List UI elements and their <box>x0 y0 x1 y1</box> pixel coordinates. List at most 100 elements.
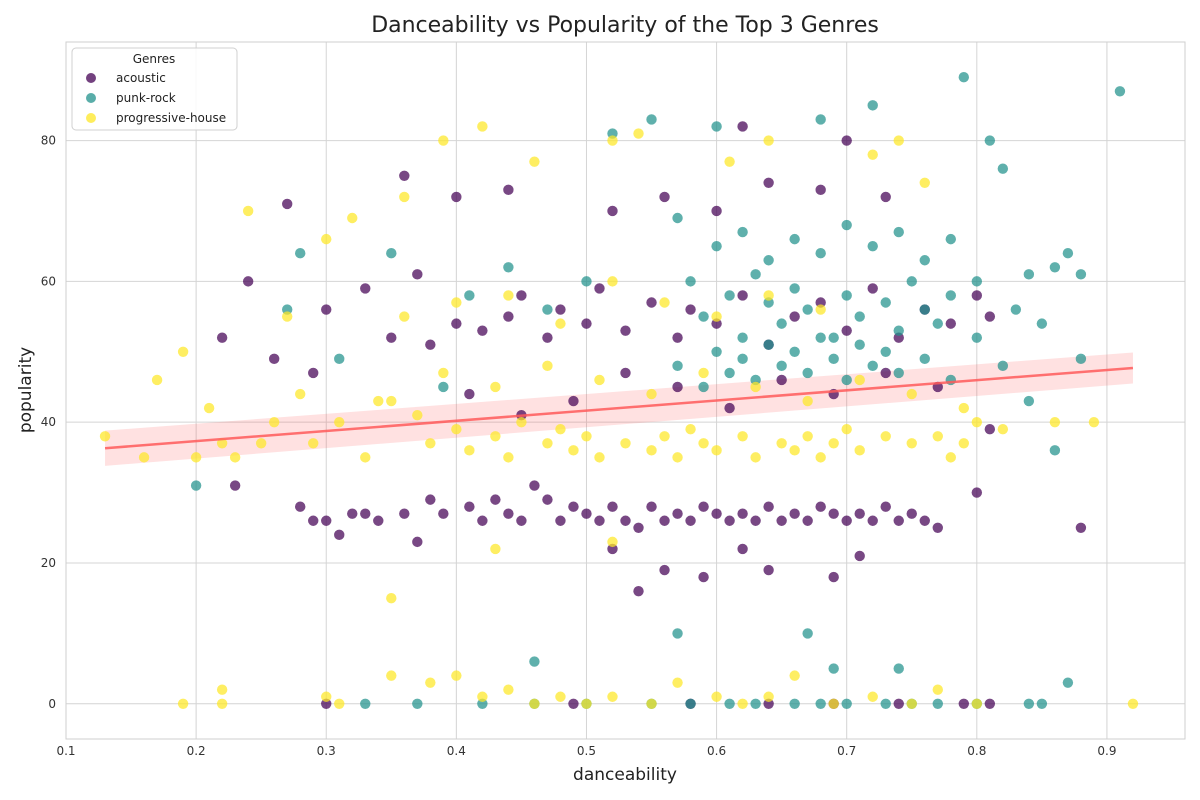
data-point-acoustic <box>1075 522 1087 533</box>
legend: Genres acoustic punk-rock progressive-ho… <box>71 47 238 131</box>
data-point-punk-rock <box>672 212 683 224</box>
data-point-progressive-house <box>295 388 306 400</box>
data-point-progressive-house <box>190 452 202 463</box>
data-point-acoustic <box>386 332 397 343</box>
data-point-punk-rock <box>997 360 1009 372</box>
data-point-progressive-house <box>503 290 514 301</box>
data-point-progressive-house <box>386 592 397 604</box>
data-point-punk-rock <box>295 248 306 259</box>
data-point-progressive-house <box>607 691 618 702</box>
data-point-acoustic <box>490 494 501 505</box>
data-point-punk-rock <box>789 233 800 245</box>
data-point-acoustic <box>347 508 358 519</box>
data-point-progressive-house <box>672 677 683 688</box>
data-point-progressive-house <box>711 691 722 702</box>
data-point-progressive-house <box>490 543 501 555</box>
data-point-progressive-house <box>867 149 878 160</box>
data-point-acoustic <box>698 571 709 583</box>
data-point-progressive-house <box>568 445 579 456</box>
data-point-progressive-house <box>802 431 813 442</box>
data-point-punk-rock <box>958 72 970 83</box>
data-point-progressive-house <box>203 402 215 414</box>
data-point-acoustic <box>412 269 423 280</box>
x-tick-label: 0.4 <box>447 744 466 758</box>
data-point-progressive-house <box>906 388 917 400</box>
data-point-punk-rock <box>438 381 449 393</box>
data-point-acoustic <box>464 388 475 400</box>
data-point-progressive-house <box>516 416 527 428</box>
data-point-acoustic <box>776 515 787 526</box>
data-point-progressive-house <box>646 698 657 709</box>
data-point-acoustic <box>633 585 644 597</box>
data-point-punk-rock <box>1075 269 1087 280</box>
data-point-progressive-house <box>581 431 592 442</box>
data-point-punk-rock <box>672 360 683 372</box>
data-point-acoustic <box>802 515 813 526</box>
data-point-acoustic <box>477 325 488 336</box>
data-point-acoustic <box>581 318 592 329</box>
data-point-punk-rock <box>945 290 956 301</box>
data-point-punk-rock <box>815 698 826 709</box>
data-point-acoustic <box>724 402 735 414</box>
data-point-progressive-house <box>177 346 189 357</box>
data-point-progressive-house <box>763 135 774 146</box>
data-point-punk-rock <box>711 121 722 132</box>
data-point-acoustic <box>971 290 983 301</box>
data-point-progressive-house <box>438 367 449 379</box>
data-point-progressive-house <box>490 431 501 442</box>
data-point-progressive-house <box>503 452 514 463</box>
data-point-progressive-house <box>854 374 865 386</box>
x-tick-label: 0.8 <box>967 744 986 758</box>
data-point-progressive-house <box>815 452 826 463</box>
x-tick-label: 0.9 <box>1097 744 1116 758</box>
data-point-punk-rock <box>997 163 1009 174</box>
data-point-punk-rock <box>971 332 983 343</box>
data-point-punk-rock <box>711 346 722 357</box>
data-point-acoustic <box>321 515 332 526</box>
data-point-progressive-house <box>698 367 709 379</box>
data-point-acoustic <box>555 304 566 315</box>
data-point-punk-rock <box>750 698 761 709</box>
data-point-progressive-house <box>321 691 332 702</box>
data-point-acoustic <box>594 515 605 526</box>
data-point-acoustic <box>399 508 410 519</box>
data-point-acoustic <box>737 543 748 555</box>
data-point-acoustic <box>399 170 410 181</box>
y-tick-label: 80 <box>41 134 56 148</box>
data-point-progressive-house <box>672 452 683 463</box>
data-point-progressive-house <box>477 121 488 132</box>
data-point-acoustic <box>451 318 462 329</box>
data-point-acoustic <box>737 121 748 132</box>
data-point-punk-rock <box>919 255 930 266</box>
data-point-progressive-house <box>776 438 787 449</box>
data-point-acoustic <box>242 276 254 287</box>
data-point-progressive-house <box>386 395 397 407</box>
data-point-progressive-house <box>177 698 189 709</box>
data-point-acoustic <box>867 515 878 526</box>
data-point-progressive-house <box>724 156 735 167</box>
data-point-progressive-house <box>737 698 748 709</box>
data-point-progressive-house <box>737 431 748 442</box>
y-tick-label: 0 <box>48 697 56 711</box>
plot-frame <box>65 41 1186 740</box>
data-point-progressive-house <box>425 677 436 688</box>
data-point-punk-rock <box>893 367 904 379</box>
data-point-progressive-house <box>828 698 839 709</box>
data-point-punk-rock <box>867 100 878 111</box>
data-point-punk-rock <box>724 367 735 379</box>
data-point-progressive-house <box>841 424 852 435</box>
data-point-punk-rock <box>1114 86 1126 97</box>
data-point-acoustic <box>620 325 631 336</box>
data-point-punk-rock <box>1023 698 1035 709</box>
data-point-punk-rock <box>529 656 540 667</box>
data-point-acoustic <box>776 374 787 386</box>
data-point-acoustic <box>841 515 852 526</box>
data-point-punk-rock <box>698 381 709 393</box>
legend-marker-progressive-house <box>86 113 96 123</box>
data-point-punk-rock <box>190 480 202 491</box>
y-axis-label: popularity <box>16 347 36 433</box>
data-point-punk-rock <box>789 346 800 357</box>
x-tick-label: 0.6 <box>707 744 726 758</box>
data-point-punk-rock <box>737 332 748 343</box>
